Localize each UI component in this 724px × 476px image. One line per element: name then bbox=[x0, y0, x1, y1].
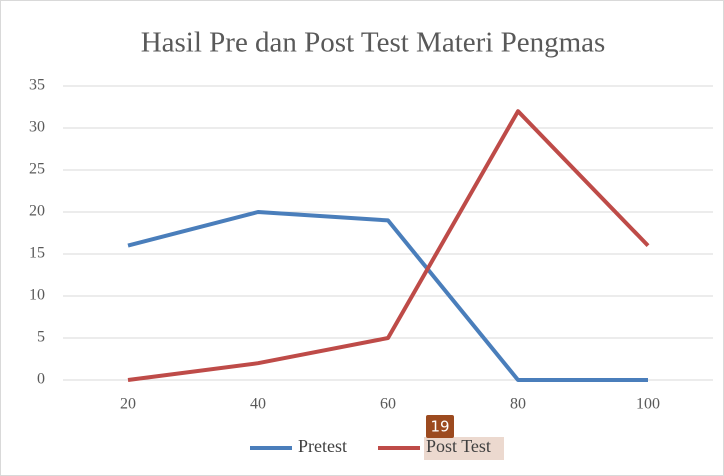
series-line bbox=[127, 109, 650, 382]
series-line bbox=[127, 210, 648, 382]
x-tick-label: 100 bbox=[636, 396, 660, 413]
x-tick-label: 40 bbox=[250, 396, 266, 413]
y-tick-label: 10 bbox=[29, 287, 45, 304]
y-tick-label: 20 bbox=[29, 203, 45, 220]
y-tick-label: 30 bbox=[29, 119, 45, 136]
legend-label: Pretest bbox=[298, 436, 347, 456]
legend-highlight bbox=[424, 437, 504, 460]
y-tick-label: 15 bbox=[29, 245, 45, 262]
legend-label: Post Test bbox=[426, 436, 491, 456]
x-tick-label: 80 bbox=[510, 396, 526, 413]
y-tick-label: 25 bbox=[29, 161, 45, 178]
x-tick-label: 20 bbox=[120, 396, 136, 413]
y-tick-label: 5 bbox=[37, 329, 45, 346]
annotation-text: 19 bbox=[430, 418, 449, 436]
chart-title: Hasil Pre dan Post Test Materi Pengmas bbox=[141, 27, 606, 59]
x-tick-label: 60 bbox=[380, 396, 396, 413]
annotation-badge bbox=[426, 415, 454, 438]
y-tick-label: 0 bbox=[37, 371, 45, 388]
y-tick-label: 35 bbox=[29, 77, 45, 94]
